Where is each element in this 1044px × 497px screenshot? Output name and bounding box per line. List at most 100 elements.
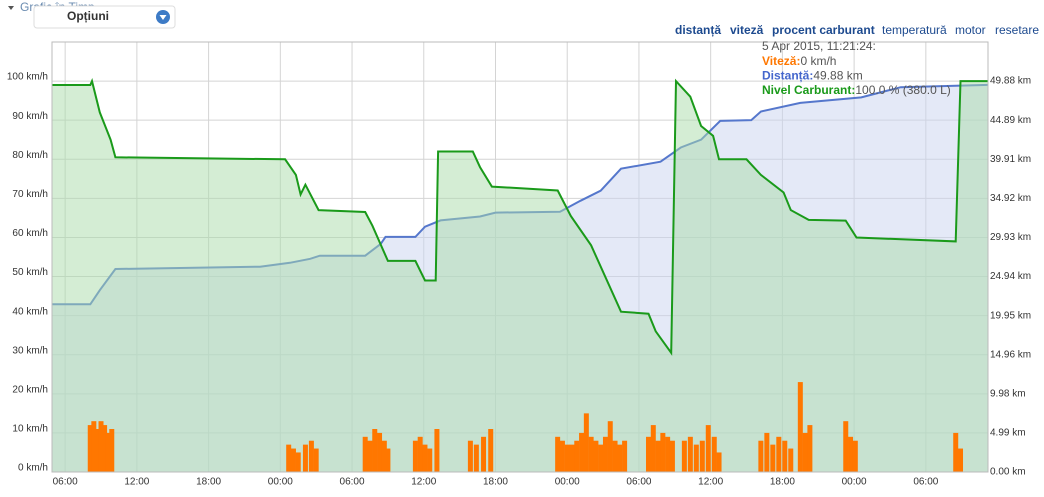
tooltip-row: Viteză:0 km/h xyxy=(762,54,836,68)
speed-bar xyxy=(776,436,782,472)
speed-bar xyxy=(362,436,368,472)
speed-bar xyxy=(848,436,854,472)
series-toggle[interactable]: distanță xyxy=(675,23,721,37)
speed-bar xyxy=(655,440,661,472)
speed-bar xyxy=(290,448,296,472)
x-tick-label: 06:00 xyxy=(913,477,938,488)
speed-bar xyxy=(302,444,308,472)
speed-bar xyxy=(764,432,770,472)
speed-bar xyxy=(98,421,104,472)
series-toggle[interactable]: procent carburant xyxy=(772,23,875,37)
speed-bar xyxy=(569,444,575,472)
x-tick-label: 06:00 xyxy=(626,477,651,488)
speed-bar xyxy=(699,440,705,472)
tooltip-value: 49.88 km xyxy=(813,69,862,83)
x-tick-label: 06:00 xyxy=(340,477,365,488)
area xyxy=(52,81,988,472)
speed-bar xyxy=(427,448,433,472)
speed-bar xyxy=(105,432,111,472)
x-tick-label: 18:00 xyxy=(483,477,508,488)
x-tick-label: 06:00 xyxy=(53,477,78,488)
control-link[interactable]: temperatură xyxy=(882,23,947,37)
speed-bar xyxy=(797,382,803,472)
y-tick-label: 90 km/h xyxy=(12,111,48,122)
y-tick-label: 10 km/h xyxy=(12,424,48,435)
speed-bar xyxy=(286,444,292,472)
speed-bar xyxy=(669,440,675,472)
speed-bar xyxy=(687,436,693,472)
x-tick-label: 00:00 xyxy=(268,477,293,488)
speed-bar xyxy=(650,425,656,472)
y-tick-label: 40 km/h xyxy=(12,306,48,317)
collapse-arrow[interactable] xyxy=(8,6,14,10)
y-tick-label: 60 km/h xyxy=(12,228,48,239)
speed-bar xyxy=(612,440,618,472)
tooltip-row: Nivel Carburant:100.0 % (380.0 L) xyxy=(762,83,951,97)
speed-bar xyxy=(308,440,314,472)
speed-bar xyxy=(953,432,959,472)
x-tick-label: 12:00 xyxy=(698,477,723,488)
speed-bar xyxy=(782,440,788,472)
speed-bar xyxy=(788,448,794,472)
y-tick-label: 20 km/h xyxy=(12,384,48,395)
speed-bar xyxy=(593,440,599,472)
options-box[interactable] xyxy=(33,5,176,29)
speed-bar xyxy=(559,440,565,472)
speed-bar xyxy=(852,440,858,472)
x-tick-label: 18:00 xyxy=(770,477,795,488)
speed-bar xyxy=(313,448,319,472)
speed-bar xyxy=(602,436,608,472)
speed-bar xyxy=(574,440,580,472)
y-tick-label: 80 km/h xyxy=(12,150,48,161)
tooltip-time: 5 Apr 2015, 11:21:24: xyxy=(762,39,876,53)
speed-bar xyxy=(958,448,964,472)
speed-bar xyxy=(94,429,100,472)
speed-bar xyxy=(295,452,301,472)
x-tick-label: 18:00 xyxy=(196,477,221,488)
y-tick-label: 70 km/h xyxy=(12,189,48,200)
speed-bar xyxy=(716,452,722,472)
control-link[interactable]: motor xyxy=(955,23,986,37)
y-tick-label: 100 km/h xyxy=(7,72,48,83)
speed-bar xyxy=(412,440,418,472)
y2-tick-label: 24.94 km xyxy=(990,271,1031,282)
y2-tick-label: 0.00 km xyxy=(990,467,1026,478)
y2-tick-label: 19.95 km xyxy=(990,310,1031,321)
speed-bar xyxy=(564,444,570,472)
speed-bar xyxy=(109,429,115,472)
speed-bar xyxy=(758,440,764,472)
speed-bar xyxy=(705,425,711,472)
speed-bar xyxy=(807,425,813,472)
x-tick-label: 00:00 xyxy=(842,477,867,488)
speed-bar xyxy=(770,444,776,472)
speed-bar xyxy=(693,444,699,472)
tooltip-label: Nivel Carburant: xyxy=(762,83,855,97)
y-tick-label: 0 km/h xyxy=(18,463,48,474)
speed-bar xyxy=(588,436,594,472)
tooltip-label: Distanță: xyxy=(762,69,813,83)
tooltip-value: 0 km/h xyxy=(800,54,836,68)
tooltip-label: Viteză: xyxy=(762,54,800,68)
speed-bar xyxy=(681,440,687,472)
line xyxy=(52,78,988,356)
y2-tick-label: 14.96 km xyxy=(990,349,1031,360)
series-toggle[interactable]: viteză xyxy=(730,23,764,37)
x-tick-label: 12:00 xyxy=(411,477,436,488)
speed-bar xyxy=(583,413,589,472)
speed-bar xyxy=(473,444,479,472)
speed-bar xyxy=(555,436,561,472)
options-icon-arrow xyxy=(159,15,167,20)
speed-bar xyxy=(102,425,108,472)
speed-bar xyxy=(598,444,604,472)
y-tick-label: 30 km/h xyxy=(12,345,48,356)
control-link[interactable]: resetare xyxy=(995,23,1039,37)
speed-bar xyxy=(467,440,473,472)
y2-tick-label: 29.93 km xyxy=(990,232,1031,243)
speed-bar xyxy=(622,440,628,472)
speed-bar xyxy=(367,440,373,472)
options-label[interactable]: Opțiuni xyxy=(67,9,109,23)
y2-tick-label: 49.88 km xyxy=(990,76,1031,87)
speed-bar xyxy=(481,436,487,472)
speed-bar xyxy=(91,421,97,472)
speed-bar xyxy=(434,429,440,472)
